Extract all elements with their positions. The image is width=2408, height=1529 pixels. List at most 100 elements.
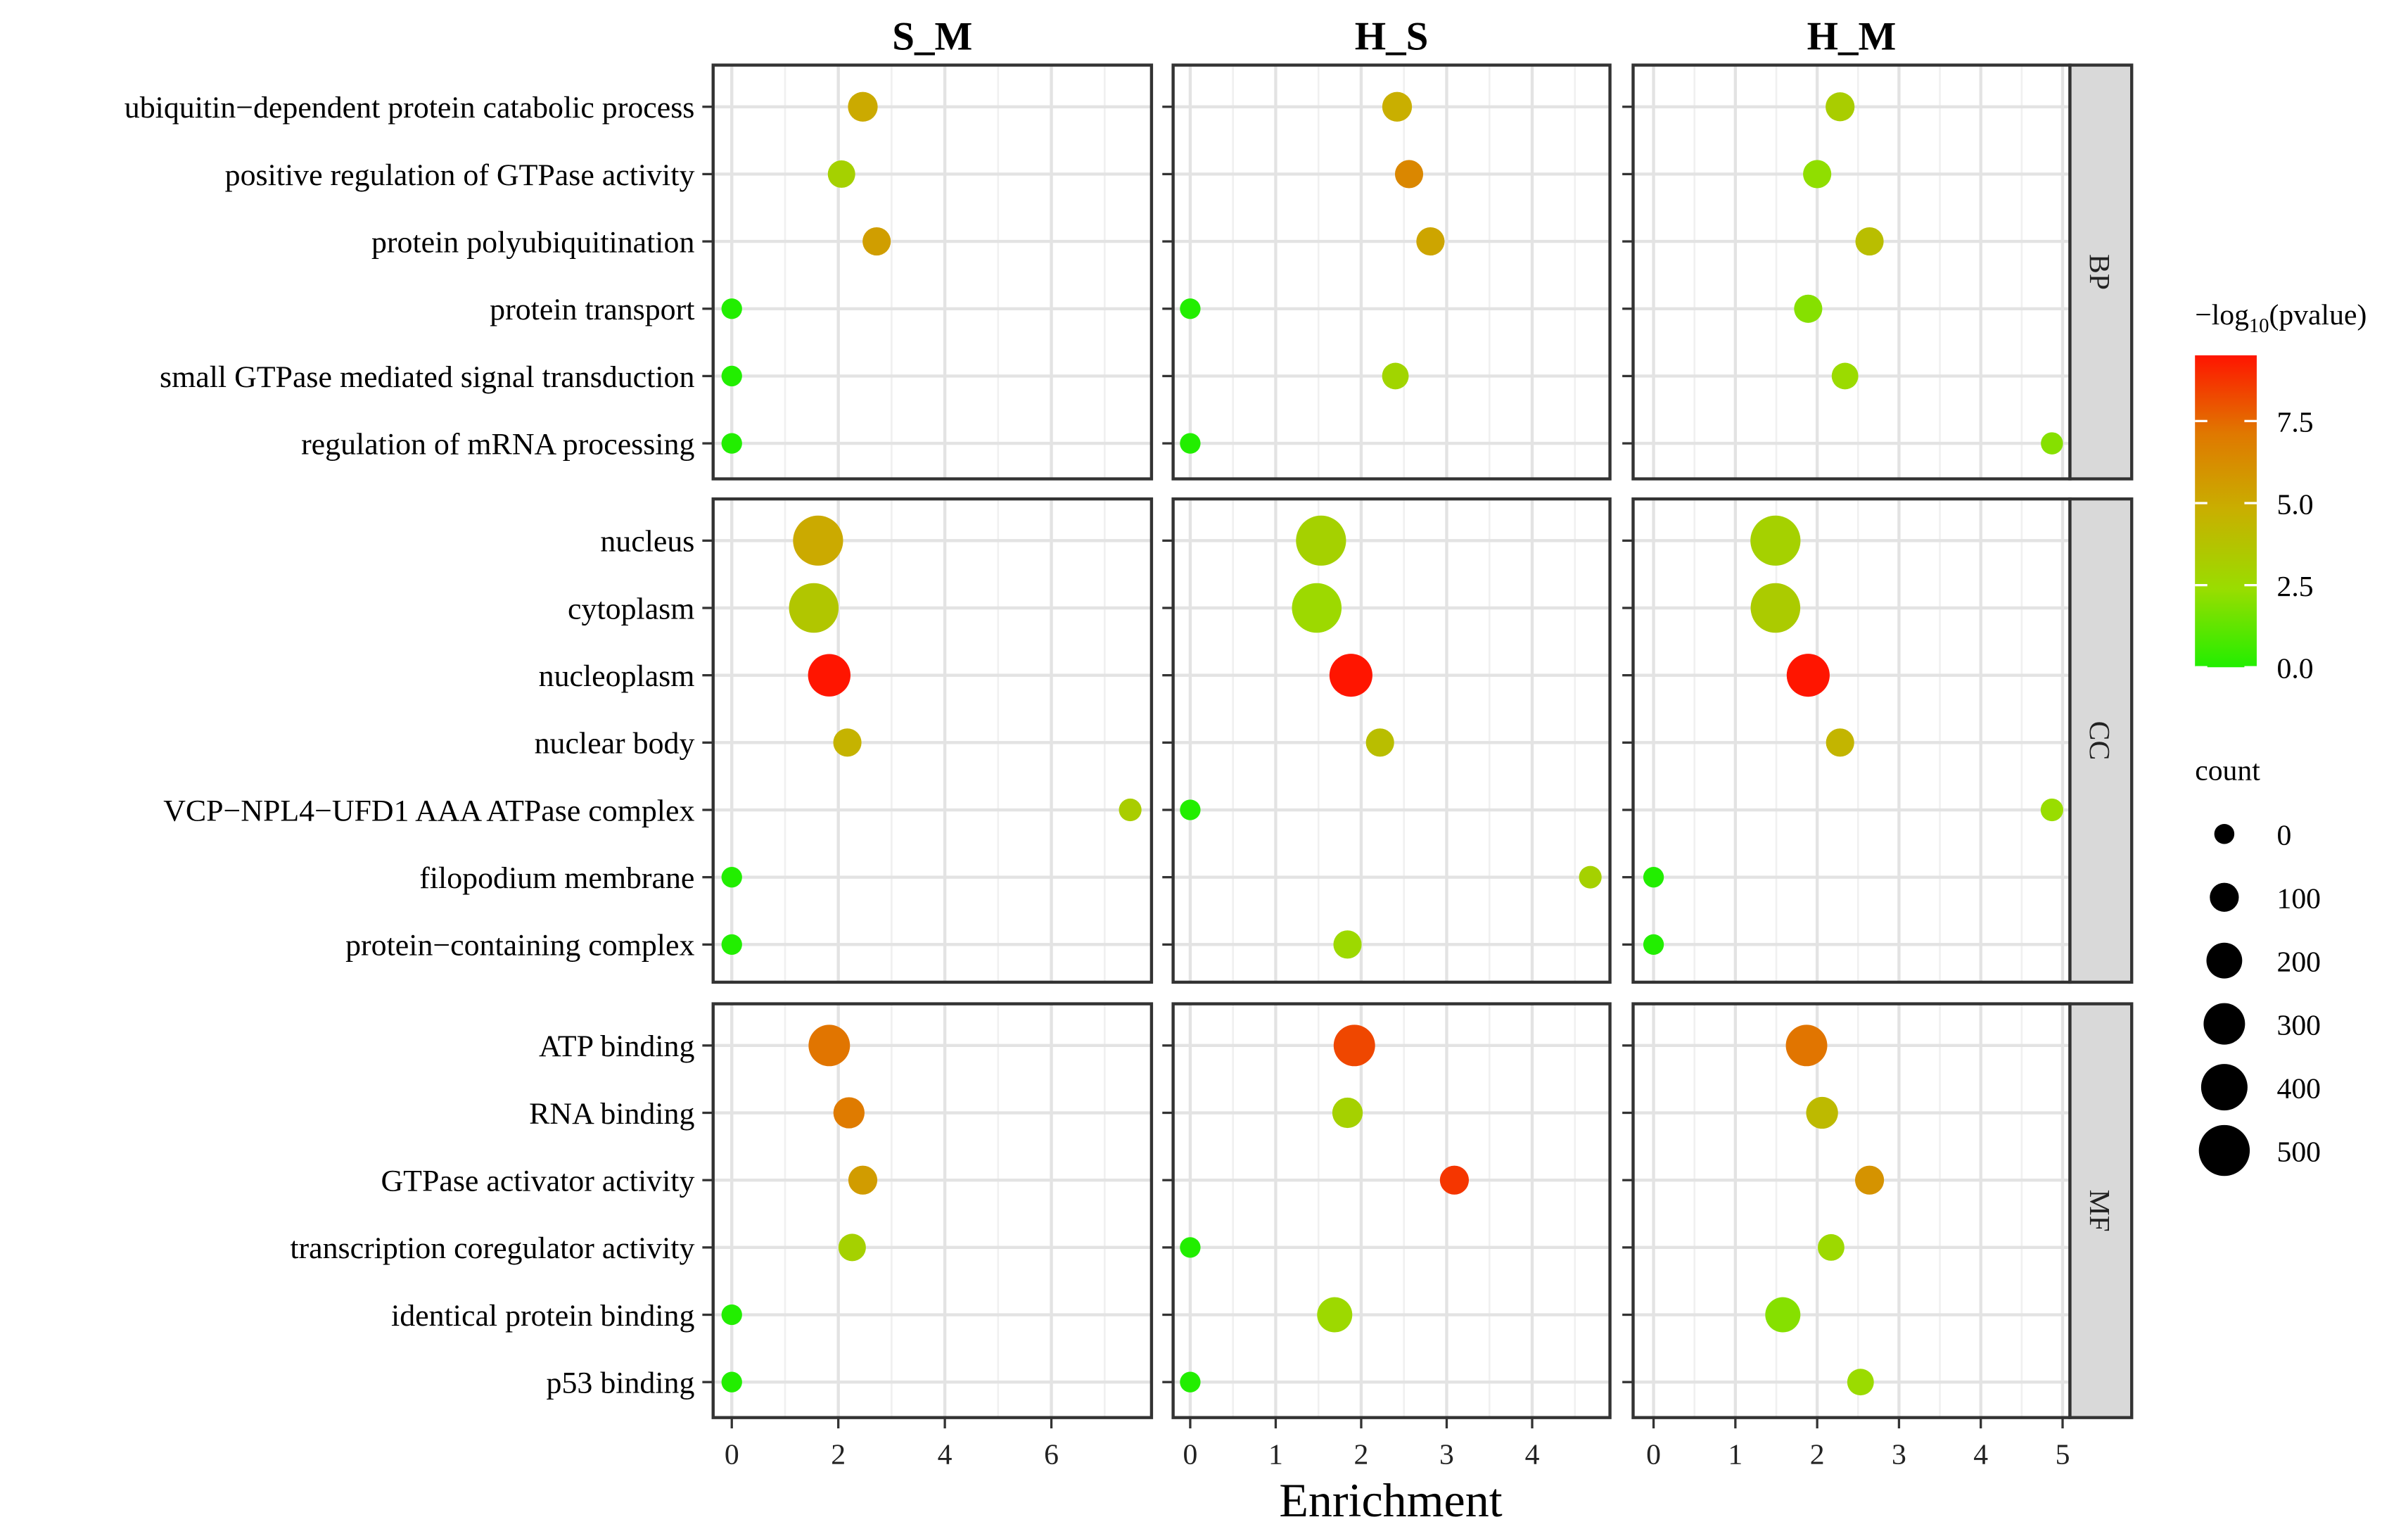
data-point xyxy=(721,867,742,888)
data-point xyxy=(1180,1237,1201,1258)
data-point xyxy=(1119,798,1142,822)
data-point xyxy=(1382,362,1409,390)
title-part: −log xyxy=(2195,299,2249,331)
panel-cc-h-m xyxy=(1622,497,2072,984)
data-point xyxy=(1292,583,1342,633)
data-point xyxy=(827,160,855,188)
data-point xyxy=(789,583,839,633)
strip-cc: CC xyxy=(2068,497,2134,984)
data-point xyxy=(848,1165,878,1195)
data-point xyxy=(833,728,862,757)
x-axis-title: Enrichment xyxy=(1279,1473,1502,1527)
data-point xyxy=(1333,1024,1375,1067)
data-point xyxy=(721,1304,742,1326)
category-label: nucleoplasm xyxy=(539,659,695,693)
x-tick-label: 0 xyxy=(1646,1438,1661,1471)
data-point xyxy=(1826,728,1854,757)
data-point xyxy=(1332,1097,1363,1129)
data-point xyxy=(721,1371,742,1392)
data-point xyxy=(793,515,843,566)
strip-label: MF xyxy=(2083,1189,2115,1231)
data-point xyxy=(1329,654,1372,697)
size-legend-key xyxy=(2198,1124,2250,1176)
x-tick-label: 4 xyxy=(938,1438,953,1471)
size-legend-key xyxy=(2203,1003,2245,1045)
panel-bp-h-s xyxy=(1162,63,1612,481)
data-point xyxy=(1803,160,1832,189)
size-legend-key xyxy=(2200,1064,2248,1111)
panel-mf-s-m: 0 2 4 6 xyxy=(702,1002,1154,1471)
category-label: ATP binding xyxy=(539,1029,694,1063)
panel-mf-h-s: 0 1 2 3 4 xyxy=(1162,1002,1612,1471)
panel-bp-s-m xyxy=(702,63,1154,481)
size-legend-key xyxy=(2206,942,2243,979)
size-legend-label: 300 xyxy=(2276,1009,2321,1041)
facet-title-h-s: H_S xyxy=(1355,15,1429,59)
size-legend-key xyxy=(2210,882,2239,912)
panel-border xyxy=(711,1002,1154,1419)
data-point xyxy=(1794,294,1823,323)
data-point xyxy=(1333,930,1362,959)
panel-border xyxy=(711,63,1154,481)
panel-background xyxy=(1173,65,1610,479)
x-tick-label: 4 xyxy=(1525,1438,1540,1471)
data-point xyxy=(1579,865,1602,889)
category-label: identical protein binding xyxy=(391,1299,694,1333)
data-point xyxy=(1317,1297,1353,1333)
x-tick-label: 1 xyxy=(1268,1438,1283,1471)
x-tick-label: 3 xyxy=(1892,1438,1906,1471)
panel-background xyxy=(1633,65,2070,479)
facet-panels: S_M H_S H_M ubiquitin−dependent protein cat… xyxy=(125,15,2134,1471)
panel-border xyxy=(1171,63,1612,481)
data-point xyxy=(721,298,742,319)
data-point xyxy=(1847,1369,1874,1396)
panel-background xyxy=(713,1003,1152,1418)
panel-background xyxy=(1633,1003,2070,1418)
data-point xyxy=(1180,1371,1201,1392)
panel-border xyxy=(1171,497,1612,984)
strip-bp: BP xyxy=(2068,63,2134,481)
size-legend-label: 400 xyxy=(2276,1072,2321,1105)
x-tick-label: 0 xyxy=(1183,1438,1197,1471)
data-point xyxy=(833,1097,865,1129)
data-point xyxy=(1365,728,1394,757)
category-label: regulation of mRNA processing xyxy=(301,427,694,461)
panel-background xyxy=(1173,1003,1610,1418)
x-tick-label: 2 xyxy=(1354,1438,1369,1471)
data-point xyxy=(808,1024,851,1067)
category-label: small GTPase mediated signal transductio… xyxy=(160,360,694,394)
data-point xyxy=(721,365,742,387)
data-point xyxy=(2040,798,2063,822)
data-point xyxy=(1180,298,1201,319)
data-point xyxy=(1831,362,1859,390)
color-bar-label: 7.5 xyxy=(2276,407,2313,439)
category-label: transcription coregulator activity xyxy=(290,1231,694,1265)
data-point xyxy=(721,433,742,454)
data-point xyxy=(2041,432,2063,455)
strip-label: BP xyxy=(2083,254,2115,290)
size-legend-title: count xyxy=(2195,754,2260,787)
panel-background xyxy=(713,499,1152,982)
data-point xyxy=(1765,1297,1801,1333)
data-point xyxy=(838,1233,866,1262)
facet-title-h-m: H_M xyxy=(1807,15,1897,59)
x-tick-label: 0 xyxy=(725,1438,739,1471)
data-point xyxy=(1785,1024,1828,1067)
panel-cc-h-s xyxy=(1162,497,1612,984)
color-bar xyxy=(2195,355,2257,668)
size-legend-label: 100 xyxy=(2276,883,2321,915)
category-label: p53 binding xyxy=(547,1366,695,1400)
strip-background xyxy=(2068,1002,2134,1419)
category-label: VCP−NPL4−UFD1 AAA ATPase complex xyxy=(163,794,694,827)
strip-background xyxy=(2068,63,2134,481)
x-tick-label: 2 xyxy=(831,1438,846,1471)
title-subscript: 10 xyxy=(2249,315,2269,337)
data-point xyxy=(848,91,878,122)
category-label: protein polyubiquitination xyxy=(371,225,694,259)
strip-mf: MF xyxy=(2068,1002,2134,1419)
data-point xyxy=(808,654,851,697)
data-point xyxy=(1806,1096,1838,1129)
category-label: positive regulation of GTPase activity xyxy=(225,158,695,192)
strip-label: CC xyxy=(2083,721,2115,761)
category-label: filopodium membrane xyxy=(419,861,694,895)
